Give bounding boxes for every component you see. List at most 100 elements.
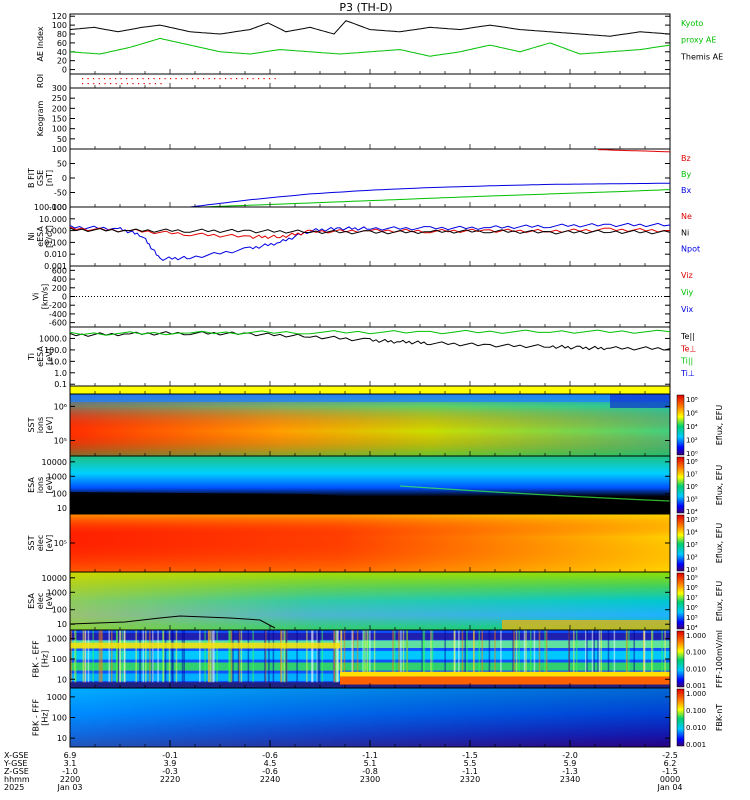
plot-title: P3 (TH-D) [339,1,392,14]
x-tick-label: -0.3 [162,767,178,776]
panel-ylabel: [eV] [45,535,54,552]
y-tick-label: 1.000 [44,227,67,236]
series-line-themis-ae [69,20,671,37]
y-tick-label: 100 [52,21,67,30]
colorbar-tick-label: 10⁶ [686,410,698,418]
series-line-kyoto-proxy-ae [69,37,671,57]
series-line-te- [69,331,671,351]
panel-ylabel: Keogram [36,100,45,136]
colorbar: 1.000 0.100 0.010 0.001 FBK-nT [676,688,724,749]
x-tick-label: -0.6 [262,751,278,760]
y-tick-label: 400 [52,275,67,284]
x-row-label: X-GSE [4,751,29,760]
legend-entry: Bz [681,154,691,163]
x-tick-label: 0000 [660,775,680,784]
panel-ylabel: Ni [27,232,36,240]
legend-entry: Te⊥ [680,344,696,353]
x-tick-label: 6.2 [664,759,677,768]
panel-ylabel: ions [36,417,45,433]
panel-roi: ROI [36,73,671,89]
x-tick-label: 2300 [360,775,380,784]
y-tick-label: 200 [52,104,67,113]
y-tick-label: 600 [52,266,67,275]
x-tick-label: -1.5 [662,767,678,776]
panel-ylabel: B FIT [27,168,36,188]
x-tick-label: 3.1 [64,759,77,768]
y-tick-label: 10⁶ [54,402,67,411]
x-tick-label: -1.0 [62,767,78,776]
legend-entry: Ni [681,228,689,237]
colorbar-tick-label: 10⁴ [686,624,698,632]
colorbar-tick-label: 0.100 [686,649,706,657]
panel-bfit: B FIT GSE [nT] 100 50 0 -50 -100 Bz By Bx [27,145,691,212]
colorbar-label: FFF-100mV/ml [715,630,724,688]
panel-ylabel: FBK - FFF [32,699,41,737]
y-tick-label: 120 [52,12,67,21]
panel-ylabel: eESA [36,346,45,367]
x-tick-label: 2220 [160,775,180,784]
panel-frame [69,148,671,208]
y-tick-label: 0 [62,293,67,302]
y-tick-label: 10000 [42,458,67,467]
legend-entry: Viz [681,271,693,280]
y-tick-label: 0.001 [44,262,67,271]
panel-frame [69,87,671,150]
colorbar-label: Eflux, EFU [715,465,724,506]
x-tick-label: -1.1 [362,751,378,760]
y-tick-label: 100.0 [44,346,67,355]
legend-entry: Viy [681,288,694,297]
panel-ylabel: Ti [27,353,36,361]
colorbar-label: Eflux, EFU [715,523,724,564]
colorbar-gradient [676,572,685,630]
panel-frame [69,326,671,387]
minor-ticks [69,69,671,747]
colorbar-tick-label: 10⁵ [686,516,698,524]
colorbar-tick-label: 10⁵ [686,614,698,622]
y-tick-label: 40 [57,48,67,57]
panel-fbk_e: FBK - EFF [Hz] 1000 100 10 [32,629,671,689]
legend-entry: Npot [681,245,700,254]
y-tick-label: 100 [52,145,67,154]
y-tick-label: 20 [57,57,67,66]
x-tick-label: 4.5 [264,759,277,768]
x-tick-label: -0.1 [162,751,178,760]
panel-ylabel: elec [36,535,45,551]
panel-ylabel: [eV] [45,348,54,365]
series-line-ne [69,226,671,239]
y-tick-label: 200 [52,284,67,293]
colorbar: 10⁵ 10⁴ 10³ 10² 10¹ Eflux, EFU [676,514,724,574]
y-tick-label: 100 [52,125,67,134]
colorbar-tick-label: 10⁹ [686,574,698,582]
y-tick-label: 10.000 [39,215,67,224]
panel-sst_e: SST elec [eV] 10⁵ [27,513,671,573]
colorbar-tick-label: 0.100 [686,707,706,715]
series-line-ni [69,227,671,235]
colorbar-tick-label: 10¹ [686,566,698,574]
panel-ylabel: [eV] [45,593,54,610]
panel-ylabel: [eV] [45,417,54,434]
y-tick-label: -100 [49,203,67,212]
x-tick-label: 5.5 [464,759,477,768]
y-tick-label: -600 [49,319,67,328]
colorbar: 10⁸ 10⁷ 10⁶ 10⁵ 10⁴ Eflux, EFU [676,456,724,516]
colorbar-tick-label: 10⁶ [686,483,698,491]
y-tick-label: 10.0 [49,357,67,366]
panel-frame [69,13,671,75]
x-tick-label: 3.9 [164,759,177,768]
y-tick-label: 0.010 [44,250,67,259]
x-tick-label: -2.0 [562,751,578,760]
panel-ylabel: [Hz] [41,709,50,725]
y-tick-label: -50 [54,189,67,198]
x-tick-label: -1.5 [462,751,478,760]
colorbar-tick-label: 10² [686,437,698,445]
colorbar-tick-label: 10⁴ [686,508,698,516]
series-line-bz [597,149,671,153]
x-row-label: Z-GSE [4,767,29,776]
colorbar-tick-label: 10⁸ [686,458,698,466]
x-tick-label: -1.1 [462,767,478,776]
y-tick-label: 10 [57,620,67,629]
panel-fbk_b: FBK - FFF [Hz] 1000 100 10 [32,687,671,748]
x-tick-label: Jan 03 [56,783,82,792]
